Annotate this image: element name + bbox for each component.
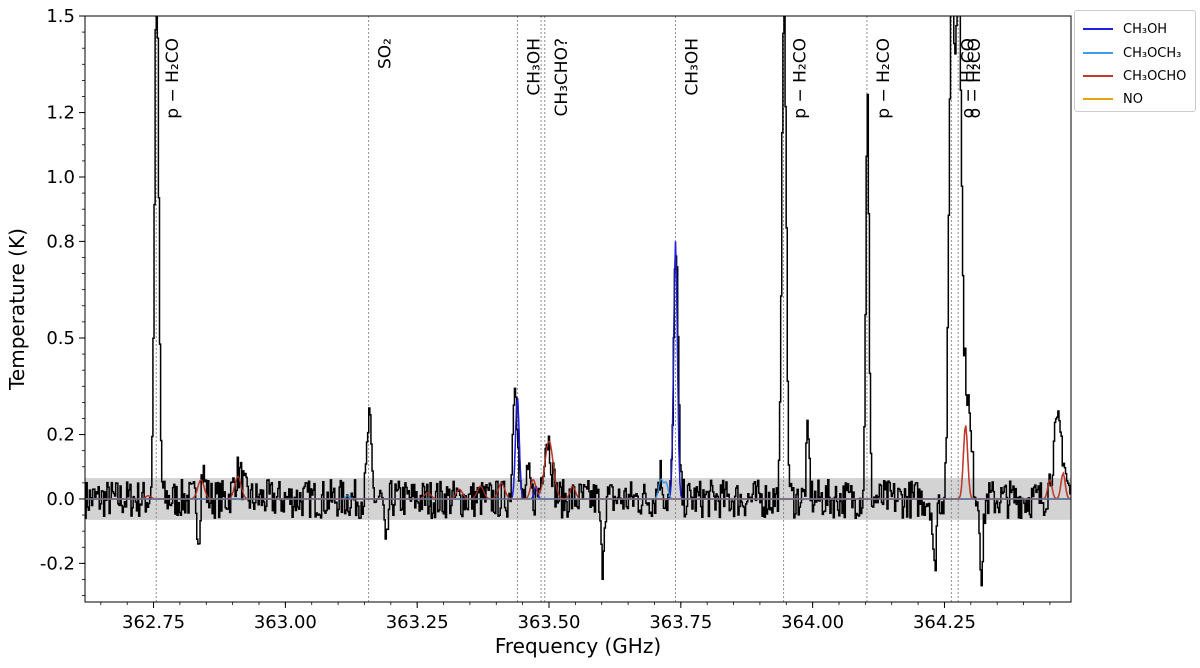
series-line-observed (85, 16, 1071, 587)
line-label: SO₂ (376, 38, 396, 69)
y-tick-label: -0.2 (40, 553, 75, 574)
y-tick-label: 0.0 (46, 489, 75, 510)
legend-label-ch3och3: CH₃OCH₃ (1123, 45, 1182, 61)
x-tick-label: 363.00 (254, 612, 317, 633)
x-tick-label: 363.75 (649, 612, 712, 633)
legend-item-ch3oh: CH₃OH (1083, 19, 1167, 39)
y-tick-label: 0.2 (46, 425, 75, 446)
legend-item-ch3ocho: CH₃OCHO (1083, 66, 1186, 86)
x-tick-label: 364.25 (913, 612, 976, 633)
legend-swatch-no (1083, 98, 1113, 100)
axes: 362.75 363.00 363.25 363.50 363.75 364.00 364.… (40, 6, 1072, 633)
line-label: o − H₂CO (965, 38, 985, 118)
line-label: p − H₂CO (163, 38, 183, 119)
line-label: p − H₂CO (791, 38, 811, 119)
x-tick-label: 362.75 (122, 612, 185, 633)
line-label: p − H₂CO (874, 38, 894, 119)
y-tick-label: 1.2 (46, 103, 75, 124)
series-group (85, 16, 1071, 587)
legend-label-ch3ocho: CH₃OCHO (1123, 68, 1187, 84)
y-tick-label: 0.8 (46, 231, 75, 252)
legend-swatch-ch3oh (1083, 28, 1113, 30)
plot-frame (84, 15, 1072, 603)
legend-item-no: NO (1083, 89, 1143, 109)
x-tick-label: 363.25 (386, 612, 449, 633)
legend-swatch-ch3och3 (1083, 52, 1113, 54)
legend-item-ch3och3: CH₃OCH₃ (1083, 43, 1181, 63)
line-label: CH₃OH (524, 38, 544, 96)
line-label: o − H₂CO (958, 38, 978, 118)
series-overlay-0 (85, 241, 1071, 500)
legend-swatch-ch3ocho (1083, 75, 1113, 77)
plot-area: p − H₂CO SO₂ CH₃OH CH₃CHO? CH₃OH p − H₂CO p − … (85, 16, 1071, 602)
line-label: CH₃CHO? (552, 38, 572, 117)
series-line-0 (85, 241, 1071, 500)
y-tick-label: 1.0 (46, 167, 75, 188)
legend: CH₃OH CH₃OCH₃ CH₃OCHO NO (1074, 10, 1196, 112)
legend-label-ch3oh: CH₃OH (1123, 21, 1168, 37)
x-tick-label: 364.00 (781, 612, 844, 633)
x-tick-label: 363.50 (518, 612, 581, 633)
y-tick-label: 1.5 (46, 6, 75, 27)
legend-label-no: NO (1123, 91, 1143, 107)
x-axis-label: Frequency (GHz) (495, 634, 661, 658)
line-label: CH₃OH (683, 38, 703, 96)
y-axis-label: Temperature (K) (5, 228, 29, 391)
y-tick-label: 0.5 (46, 328, 75, 349)
